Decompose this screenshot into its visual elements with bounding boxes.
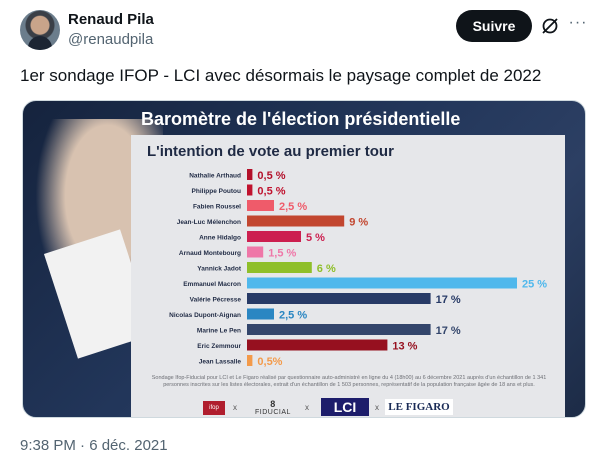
bar [247,355,253,366]
grok-icon[interactable] [540,16,560,36]
bar [247,293,431,304]
bar-value-label: 17 % [436,294,461,306]
author-handle[interactable]: @renaudpila [68,31,154,48]
logo-separator: x [233,403,237,412]
tweet-timestamp[interactable]: 9:38 PM · 6 déc. 2021 [20,437,168,454]
candidate-label: Jean Lassalle [199,359,242,366]
bar-value-label: 17 % [436,325,461,337]
tweet-media-image[interactable]: Baromètre de l'élection présidentielle L… [22,100,586,418]
chart-panel: L'intention de vote au premier tour Nath… [131,135,565,397]
bar [247,308,274,320]
bar-value-label: 2,5 % [279,201,307,213]
candidate-label: Nathalie Arthaud [189,173,241,180]
bar [247,339,388,351]
lci-logo: LCI [321,398,369,416]
ifop-logo: ifop [203,401,225,415]
fiducial-logo-text: FIDUCIAL [255,409,291,416]
avatar[interactable] [20,10,60,50]
candidate-label: Emmanuel Macron [183,281,241,288]
follow-button[interactable]: Suivre [456,10,532,42]
bar [247,184,253,196]
candidate-label: Arnaud Montebourg [179,250,241,257]
candidate-label: Marine Le Pen [197,328,241,335]
candidate-label: Nicolas Dupont-Aignan [169,312,241,319]
bar [247,246,264,258]
bar [247,231,301,242]
more-icon[interactable]: ··· [568,14,588,31]
bar-value-label: 25 % [522,279,547,291]
bar-chart: Nathalie Arthaud 0,5 % Philippe Poutou 0,5 … [169,169,547,368]
chart-subtitle: L'intention de vote au premier tour [147,143,394,160]
bar [247,262,312,273]
bar-value-label: 13 % [392,341,417,353]
bar [247,169,253,180]
bar [247,277,517,289]
candidate-label: Jean-Luc Mélenchon [177,219,241,226]
author-name[interactable]: Renaud Pila [68,11,154,28]
fiducial-logo: 8 FIDUCIAL [255,399,291,416]
figaro-logo: LE FIGARO [385,399,453,415]
bar-value-label: 0,5 % [257,186,285,198]
bar [247,324,431,335]
tweet-header: Renaud Pila @renaudpila Suivre ··· [20,10,590,58]
fiducial-mark-icon: 8 [270,399,276,409]
candidate-label: Philippe Poutou [192,188,241,195]
candidate-label: Fabien Roussel [193,204,241,211]
bar-value-label: 0,5 % [257,170,285,182]
bar-value-label: 2,5 % [279,310,307,322]
logo-separator: x [375,403,379,412]
bar [247,215,345,227]
bar-value-label: 5 % [306,232,325,244]
chart-title: Baromètre de l'élection présidentielle [141,109,461,129]
bar-value-label: 9 % [349,217,368,229]
candidate-label: Eric Zemmour [197,343,241,350]
chart-source-note: Sondage Ifop-Fiducial pour LCI et Le Fig… [151,375,547,388]
tweet-text: 1er sondage IFOP - LCI avec désormais le… [20,66,542,85]
logo-separator: x [305,403,309,412]
bar-value-label: 1,5 % [268,248,296,260]
candidate-label: Yannick Jadot [197,266,242,273]
candidate-label: Anne Hidalgo [199,235,241,242]
bar [247,200,274,211]
candidate-label: Valérie Pécresse [190,297,242,304]
bar-value-label: 0,5% [257,356,282,368]
bar-value-label: 6 % [317,263,336,275]
